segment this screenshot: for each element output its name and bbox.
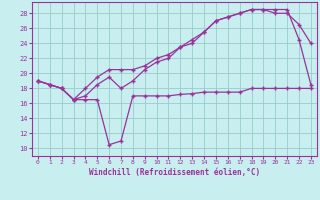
- X-axis label: Windchill (Refroidissement éolien,°C): Windchill (Refroidissement éolien,°C): [89, 168, 260, 177]
